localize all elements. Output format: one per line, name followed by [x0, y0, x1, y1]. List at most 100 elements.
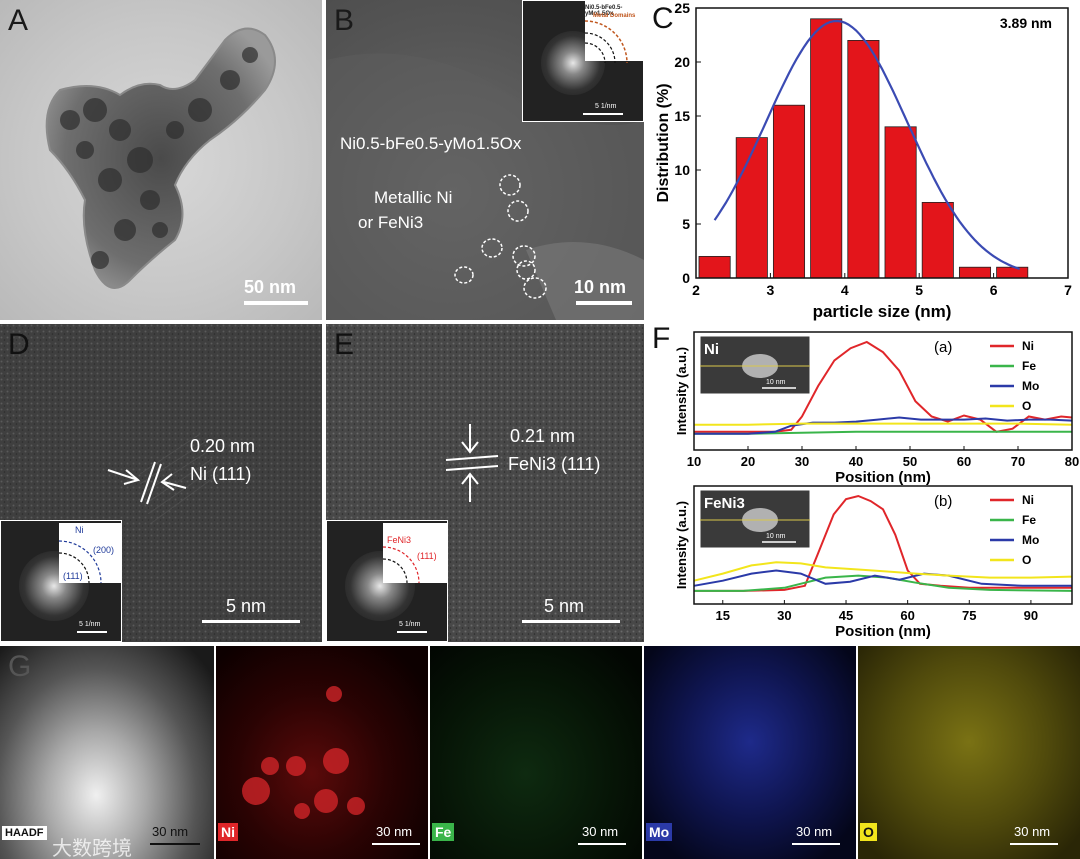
legend-label-o: O: [1022, 399, 1031, 413]
y-axis-label: Intensity (a.u.): [674, 501, 689, 589]
panel-d-scale-label: 5 nm: [226, 596, 267, 616]
x-tick-label: 75: [962, 608, 976, 623]
panel-a-scale-label: 50 nm: [244, 277, 297, 297]
panel-a-tem-image: A 50 nm: [0, 0, 322, 320]
x-axis-label: Position (nm): [835, 469, 931, 486]
histogram-bar: [958, 266, 992, 279]
x-tick-label: 90: [1024, 608, 1038, 623]
eds-scale-label-ni: 30 nm: [376, 824, 413, 839]
x-tick-label: 60: [900, 608, 914, 623]
panel-b-scale-label: 10 nm: [574, 277, 627, 297]
panel-d-fft-inset: Ni (200) (111) 5 1/nm: [0, 520, 122, 642]
panel-d-fft-rings: [58, 523, 121, 584]
eds-scale-label-o: 30 nm: [1014, 824, 1051, 839]
eds-label-haadf: HAADF: [2, 826, 47, 840]
y-tick-label: 15: [674, 108, 690, 124]
histogram-bar: [810, 18, 843, 279]
panel-b-metallic-line2: or FeNi3: [358, 213, 424, 232]
panel-e-inset-ring1: (111): [417, 551, 437, 561]
eds-map-mo: Mo 30 nm: [644, 646, 856, 859]
profile-line-ni: [694, 494, 1072, 592]
y-tick-label: 5: [682, 216, 690, 232]
panel-b-fft-inset: Ni0.5-bFe0.5-yMo1.5Ox Metal Domains 5 1/…: [522, 0, 644, 122]
x-tick-label: 40: [849, 454, 863, 469]
y-axis-label: Distribution (%): [655, 83, 672, 202]
x-tick-label: 50: [903, 454, 917, 469]
eds-scale-bar-fe: [578, 843, 626, 845]
panel-g-letter: G: [8, 650, 32, 683]
eds-map-o: O 30 nm: [858, 646, 1080, 859]
panel-f-line-profiles: F 10 20 30 40 50 60 70 80 Position (nm) Intensity…: [648, 322, 1080, 644]
x-tick-label: 30: [795, 454, 809, 469]
y-tick-label: 25: [674, 0, 690, 16]
profile-line-o: [693, 561, 1073, 582]
panel-d-plane: Ni (111): [190, 464, 252, 484]
histogram-bar: [996, 266, 1029, 279]
eds-label-o: O: [860, 823, 877, 841]
histogram-bar: [735, 137, 768, 279]
x-tick-label: 10: [687, 454, 701, 469]
panel-f-letter: F: [652, 322, 671, 355]
panel-e-scale-label: 5 nm: [544, 596, 585, 616]
x-tick-label: 20: [741, 454, 755, 469]
x-axis-label: particle size (nm): [813, 302, 952, 321]
y-tick-label: 10: [674, 162, 690, 178]
eds-map-ni: Ni 30 nm: [216, 646, 428, 859]
panel-a-letter: A: [8, 4, 29, 37]
panel-e-scale-bar: [522, 620, 620, 623]
panel-e-inset-title: FeNi3: [387, 535, 412, 545]
panel-e-fft-rings: [382, 523, 447, 584]
panel-e-plane: FeNi3 (111): [508, 454, 601, 474]
legend-label-o: O: [1022, 553, 1031, 567]
panel-d-inset-title: Ni: [75, 525, 84, 535]
panel-d-spacing: 0.20 nm: [190, 436, 256, 456]
legend-label-ni: Ni: [1022, 493, 1034, 507]
x-tick-label: 30: [777, 608, 791, 623]
panel-e-fft-inset: FeNi3 (111) 5 1/nm: [326, 520, 448, 642]
x-axis-label: Position (nm): [835, 623, 931, 640]
panel-d-letter: D: [8, 328, 30, 361]
legend-label-mo: Mo: [1022, 379, 1039, 393]
eds-scale-bar-haadf: [150, 843, 200, 845]
panel-b-inset-formula: Ni0.5-bFe0.5-yMo1.5Ox: [585, 5, 623, 17]
panel-b-inset-domain: Metal Domains: [593, 13, 636, 19]
eds-label-ni: Ni: [218, 823, 238, 841]
panel-b-scale-bar: [576, 301, 632, 305]
panel-d-inset-ring2: (111): [63, 571, 83, 581]
stem-inset-scale-label: 10 nm: [766, 533, 786, 540]
eds-scale-label-haadf: 30 nm: [152, 824, 189, 839]
panel-d-scale-bar: [202, 620, 300, 623]
subpanel-label: (b): [934, 493, 952, 510]
panel-b-inset-scale-bar: [583, 113, 623, 115]
stem-inset-label: Ni: [704, 341, 719, 358]
x-tick-label: 15: [716, 608, 730, 623]
panel-e-spacing: 0.21 nm: [510, 426, 576, 446]
ni-hotspots: [242, 686, 365, 819]
histogram-bar: [884, 126, 917, 279]
legend-label-fe: Fe: [1022, 513, 1036, 527]
eds-scale-label-fe: 30 nm: [582, 824, 619, 839]
panel-b-metallic-line1: Metallic Ni: [374, 188, 453, 207]
panel-e-inset-scale: 5 1/nm: [399, 621, 421, 628]
profile-line-mo: [694, 416, 1073, 435]
panel-b-fft-rings: [584, 1, 643, 64]
eds-map-fe: Fe 30 nm: [430, 646, 642, 859]
eds-scale-bar-mo: [792, 843, 840, 845]
profile-line-mo: [693, 569, 1072, 587]
panel-b-letter: B: [334, 4, 355, 37]
panel-b-inset-scale: 5 1/nm: [595, 103, 617, 110]
x-tick-label: 7: [1064, 282, 1072, 298]
panel-e-inset-scale-bar: [397, 631, 427, 633]
x-tick-label: 6: [990, 282, 998, 298]
panel-d-hrtem-image: D 0.20 nm Ni (111) 5 nm Ni (200) (111) 5…: [0, 324, 322, 642]
eds-scale-bar-ni: [372, 843, 420, 845]
panel-e-letter: E: [334, 328, 355, 361]
histogram-bar: [921, 201, 954, 279]
histogram-svg: 2 3 4 5 6 7 0 5 10 15 20 25 particle size (nm) Distri…: [655, 0, 1072, 321]
panel-c-histogram: C 2 3 4 5 6 7 0 5 10 15 20 25 particle size (nm) Dist…: [648, 0, 1080, 322]
eds-label-mo: Mo: [646, 823, 673, 841]
stem-inset-scale-label: 10 nm: [766, 379, 786, 386]
panel-d-inset-scale: 5 1/nm: [79, 621, 101, 628]
histogram-bar: [772, 104, 806, 279]
x-tick-label: 60: [957, 454, 971, 469]
